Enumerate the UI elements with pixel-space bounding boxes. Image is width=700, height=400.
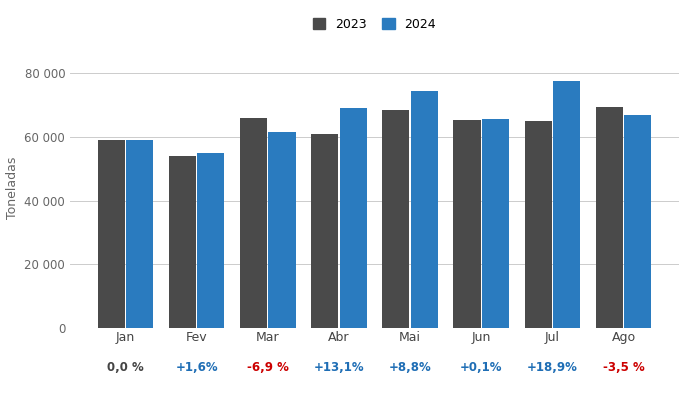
Bar bbox=[482, 119, 509, 328]
Text: +0,1%: +0,1% bbox=[460, 362, 503, 374]
Bar bbox=[525, 120, 552, 328]
Bar bbox=[596, 107, 623, 328]
Bar bbox=[624, 115, 651, 328]
Text: +1,6%: +1,6% bbox=[175, 362, 218, 374]
Bar bbox=[169, 156, 196, 328]
Text: -3,5 %: -3,5 % bbox=[603, 362, 645, 374]
Bar bbox=[340, 108, 367, 328]
Text: 0,0 %: 0,0 % bbox=[107, 362, 144, 374]
Legend: 2023, 2024: 2023, 2024 bbox=[313, 18, 436, 31]
Bar bbox=[312, 134, 338, 328]
Text: +8,8%: +8,8% bbox=[389, 362, 431, 374]
Text: -6,9 %: -6,9 % bbox=[247, 362, 288, 374]
Bar bbox=[411, 91, 438, 328]
Bar bbox=[197, 154, 224, 328]
Text: +18,9%: +18,9% bbox=[527, 362, 578, 374]
Bar bbox=[98, 140, 125, 328]
Bar bbox=[382, 110, 410, 328]
Bar bbox=[269, 132, 295, 328]
Text: +13,1%: +13,1% bbox=[314, 362, 364, 374]
Bar bbox=[454, 120, 480, 328]
Bar bbox=[126, 140, 153, 328]
Bar bbox=[553, 81, 580, 328]
Y-axis label: Toneladas: Toneladas bbox=[6, 157, 19, 219]
Bar bbox=[240, 118, 267, 328]
